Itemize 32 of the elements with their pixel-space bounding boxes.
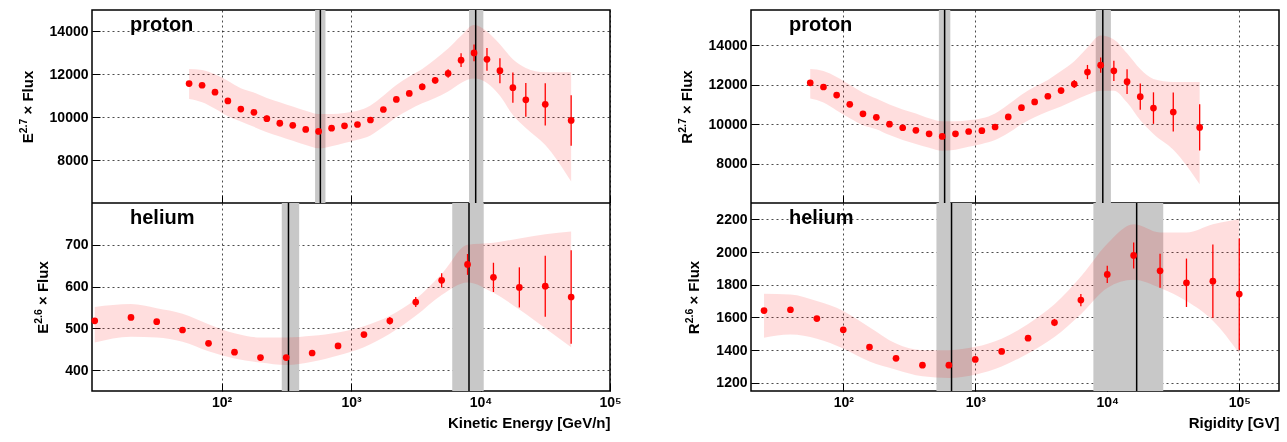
y-tick-label: 400 xyxy=(65,361,89,378)
x-tick-label: 10² xyxy=(211,393,233,410)
y-tick-label: 12000 xyxy=(49,65,89,82)
y-tick-label: 600 xyxy=(65,278,89,295)
y-tick-label: 14000 xyxy=(49,22,89,39)
chart-title: helium xyxy=(789,206,854,229)
y-tick-label: 1800 xyxy=(716,276,748,293)
y-tick-label: 700 xyxy=(65,236,89,253)
x-tick-label: 10³ xyxy=(965,393,987,410)
x-tick-label: 10⁴ xyxy=(469,393,493,410)
y-tick-label: 10000 xyxy=(49,108,89,125)
y-tick-label: 1600 xyxy=(716,308,748,325)
x-tick-label: 10² xyxy=(833,393,855,410)
y-tick-label: 1200 xyxy=(716,374,748,391)
y-tick-label: 8000 xyxy=(57,151,89,168)
y-tick-label: 10000 xyxy=(708,115,748,132)
y-tick-label: 12000 xyxy=(708,76,748,93)
chart-title: proton xyxy=(130,13,194,36)
y-tick-label: 8000 xyxy=(716,155,748,172)
y-tick-label: 1400 xyxy=(716,341,748,358)
chart-title: proton xyxy=(789,13,853,36)
x-tick-label: 10⁵ xyxy=(599,393,622,410)
y-tick-label: 500 xyxy=(65,319,89,336)
x-tick-label: 10⁴ xyxy=(1096,393,1120,410)
x-axis-title: Rigidity [GV] xyxy=(1188,413,1280,431)
y-tick-label: 2000 xyxy=(716,243,748,260)
x-tick-label: 10³ xyxy=(341,393,362,410)
y-tick-label: 14000 xyxy=(708,36,748,53)
y-tick-label: 2200 xyxy=(716,210,748,227)
chart-title: helium xyxy=(130,206,195,229)
x-axis-title: Kinetic Energy [GeV/n] xyxy=(447,413,611,431)
x-tick-label: 10⁵ xyxy=(1228,393,1251,410)
